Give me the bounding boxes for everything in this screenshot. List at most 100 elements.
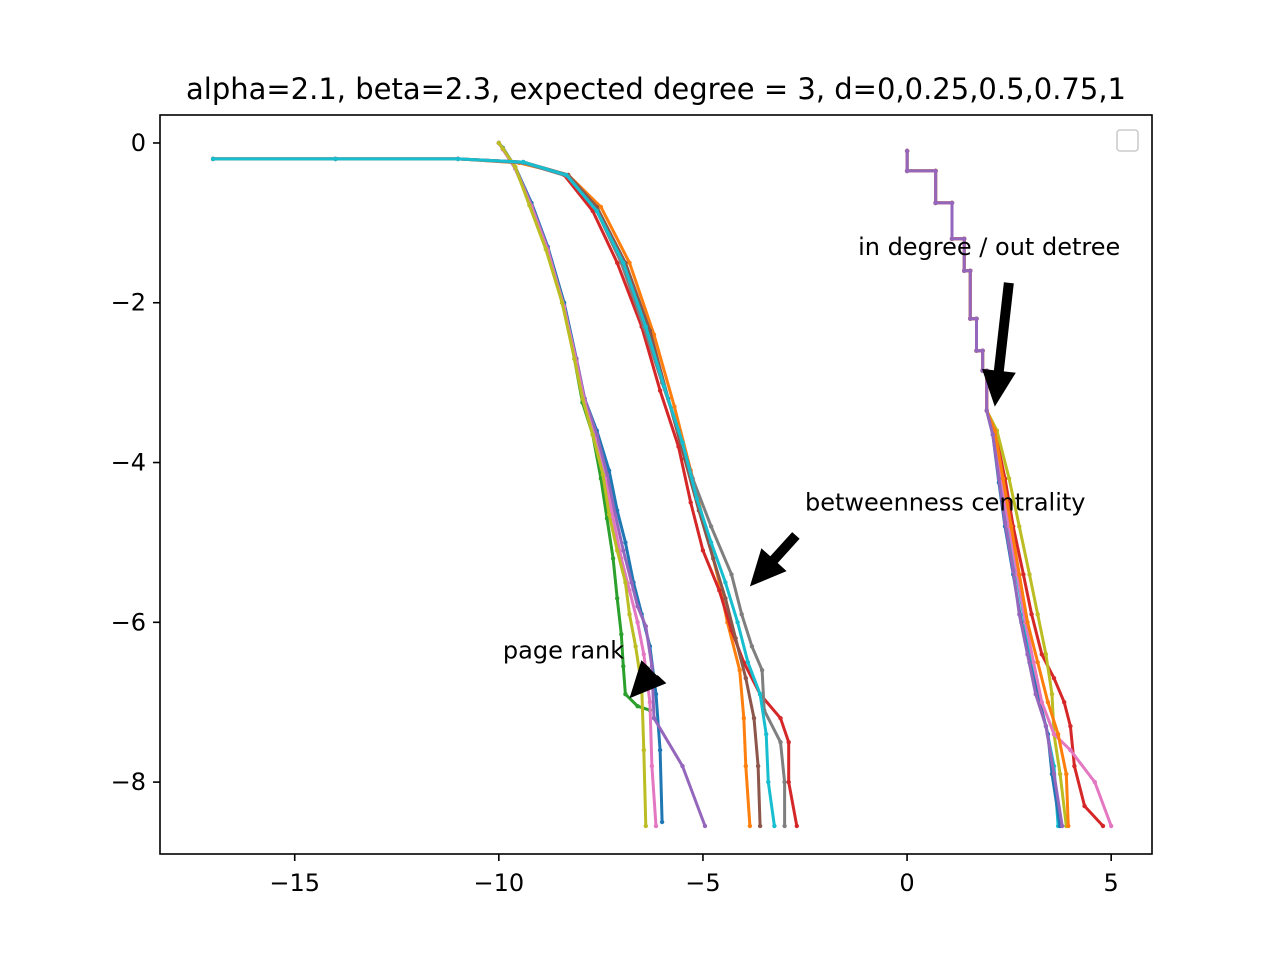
data-point xyxy=(643,624,648,629)
data-point xyxy=(496,140,501,146)
data-point xyxy=(615,596,620,601)
x-tick-label: 5 xyxy=(1104,869,1119,897)
data-point xyxy=(1049,692,1055,697)
data-point xyxy=(1109,823,1114,829)
data-point xyxy=(1045,700,1051,705)
chart-title: alpha=2.1, beta=2.3, expected degree = 3… xyxy=(186,72,1126,106)
data-point xyxy=(757,692,763,697)
data-point xyxy=(543,247,548,252)
data-point xyxy=(1029,612,1034,617)
annotation-0: in degree / out detree xyxy=(858,233,1120,407)
data-point xyxy=(723,580,728,585)
data-point xyxy=(1021,572,1026,577)
data-point xyxy=(757,823,763,829)
data-point xyxy=(766,779,771,785)
data-point xyxy=(747,823,753,829)
series-line xyxy=(213,157,762,827)
series-line xyxy=(213,157,752,827)
data-point xyxy=(1055,732,1061,737)
series-page_rank-4 xyxy=(496,140,648,829)
data-point xyxy=(1068,724,1073,729)
data-point xyxy=(933,168,938,174)
data-point xyxy=(610,516,616,521)
data-point xyxy=(1027,572,1032,577)
x-tick-label: −10 xyxy=(474,869,525,897)
y-axis: 0 −2 −4 −6 −8 xyxy=(111,129,160,796)
annotation-arrow xyxy=(749,532,800,587)
x-axis: −15 −10 −5 0 5 xyxy=(269,854,1119,897)
data-point xyxy=(1035,660,1040,665)
data-point xyxy=(513,164,518,170)
data-point xyxy=(621,260,626,265)
data-point xyxy=(688,500,693,505)
annotation-label: in degree / out detree xyxy=(858,233,1120,261)
data-point xyxy=(629,580,634,585)
data-point xyxy=(606,512,612,517)
data-point xyxy=(1002,520,1008,525)
data-point xyxy=(974,348,979,353)
data-point xyxy=(1039,652,1045,657)
data-point xyxy=(717,588,722,593)
data-point xyxy=(708,540,714,545)
data-point xyxy=(743,763,748,769)
data-point xyxy=(610,556,616,561)
data-point xyxy=(755,763,761,769)
data-point xyxy=(1033,692,1038,697)
annotation-arrow xyxy=(629,660,667,699)
data-point xyxy=(1006,476,1012,481)
data-point xyxy=(613,512,618,517)
data-point xyxy=(500,146,506,151)
data-point xyxy=(653,823,659,829)
data-point xyxy=(723,596,728,601)
data-point xyxy=(1064,771,1069,777)
data-point xyxy=(786,740,791,745)
data-point xyxy=(933,200,938,206)
series-line xyxy=(213,157,776,827)
series-line xyxy=(213,157,787,826)
data-point xyxy=(594,208,599,214)
data-point xyxy=(694,496,699,501)
data-point xyxy=(662,384,667,389)
data-point xyxy=(651,332,657,337)
data-point xyxy=(700,548,706,553)
data-point xyxy=(749,644,755,649)
data-point xyxy=(745,660,751,665)
data-point xyxy=(984,408,989,413)
data-point xyxy=(643,324,648,329)
x-tick-label: −15 xyxy=(269,869,320,897)
data-point xyxy=(657,388,663,393)
series-betweenness-7 xyxy=(210,156,763,829)
data-point xyxy=(657,747,663,753)
annotation-arrow xyxy=(982,282,1016,407)
series-layer xyxy=(210,140,1114,829)
data-point xyxy=(604,472,610,477)
data-point xyxy=(680,763,685,769)
data-point xyxy=(590,432,595,437)
data-point xyxy=(598,204,604,210)
data-point xyxy=(627,260,632,265)
plot-frame xyxy=(159,114,1153,855)
data-point xyxy=(968,316,973,321)
data-point xyxy=(653,692,659,697)
data-point xyxy=(647,700,653,705)
data-point xyxy=(702,823,708,829)
data-point xyxy=(1072,763,1077,769)
data-point xyxy=(974,316,979,321)
data-point xyxy=(1066,823,1071,829)
data-point xyxy=(962,236,967,241)
data-point xyxy=(600,472,606,477)
data-point xyxy=(904,168,910,174)
data-point xyxy=(621,664,626,669)
data-point xyxy=(992,428,997,433)
series-page_rank-1 xyxy=(496,140,653,713)
data-point xyxy=(333,156,338,162)
series-line xyxy=(497,142,658,827)
data-point xyxy=(590,208,595,214)
data-point xyxy=(1011,568,1016,573)
data-point xyxy=(1017,524,1022,529)
data-point xyxy=(649,763,655,769)
y-tick-label: −4 xyxy=(111,449,146,477)
data-point xyxy=(572,356,577,361)
data-point xyxy=(606,468,612,473)
